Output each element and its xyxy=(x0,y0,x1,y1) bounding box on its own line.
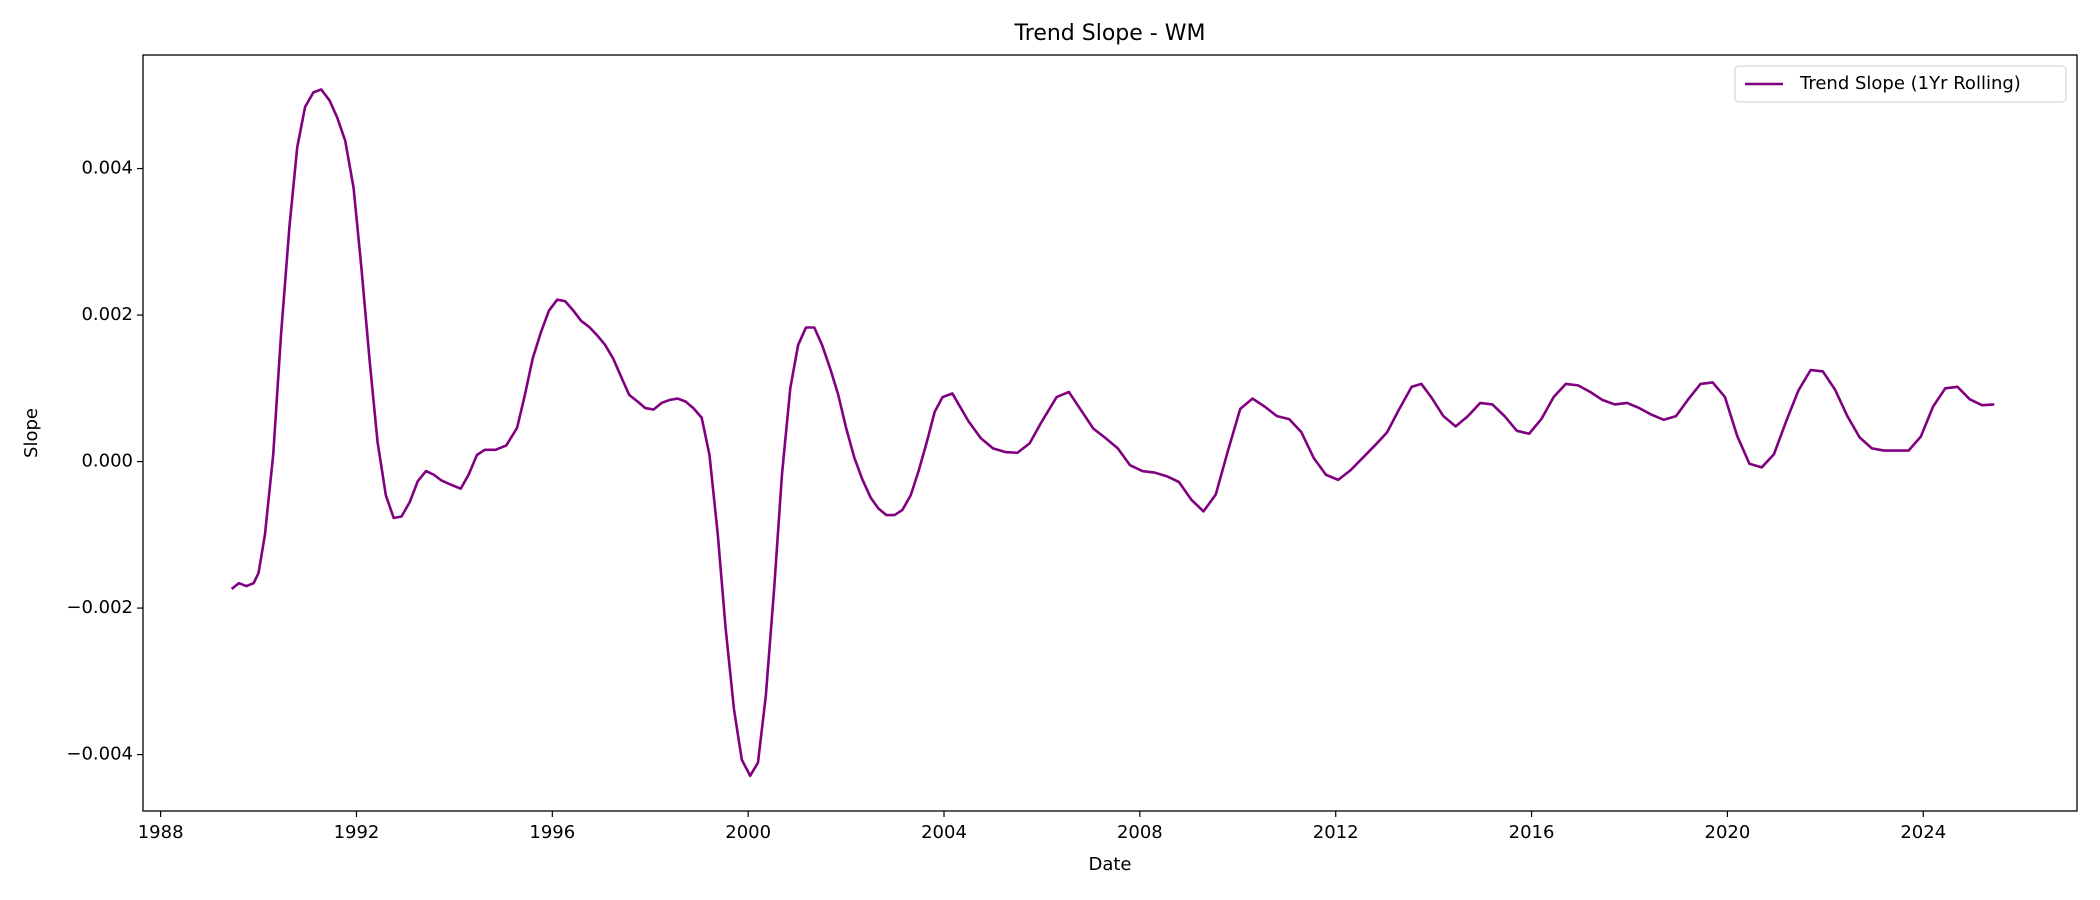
y-tick-label: 0.004 xyxy=(81,158,133,179)
x-axis-label: Date xyxy=(1088,854,1131,875)
x-tick-label: 2004 xyxy=(921,822,967,843)
x-tick-label: 2024 xyxy=(1900,822,1946,843)
legend-label: Trend Slope (1Yr Rolling) xyxy=(1799,73,2021,94)
x-tick-label: 1996 xyxy=(529,822,575,843)
y-axis-label: Slope xyxy=(21,408,42,458)
x-tick-label: 2020 xyxy=(1705,822,1751,843)
chart-title: Trend Slope - WM xyxy=(1014,21,1206,46)
y-tick-label: −0.002 xyxy=(66,597,133,618)
x-tick-label: 2000 xyxy=(725,822,771,843)
y-tick-label: 0.002 xyxy=(81,304,133,325)
x-tick-label: 1988 xyxy=(138,822,184,843)
plot-frame xyxy=(142,54,2078,812)
legend-box xyxy=(1734,65,2067,103)
y-tick-label: 0.000 xyxy=(81,451,133,472)
x-tick-label: 2008 xyxy=(1117,822,1163,843)
x-tick-label: 2016 xyxy=(1509,822,1555,843)
y-tick-label: −0.004 xyxy=(66,744,133,765)
x-tick-label: 1992 xyxy=(334,822,380,843)
line-series xyxy=(230,88,1995,778)
x-tick-label: 2012 xyxy=(1313,822,1359,843)
